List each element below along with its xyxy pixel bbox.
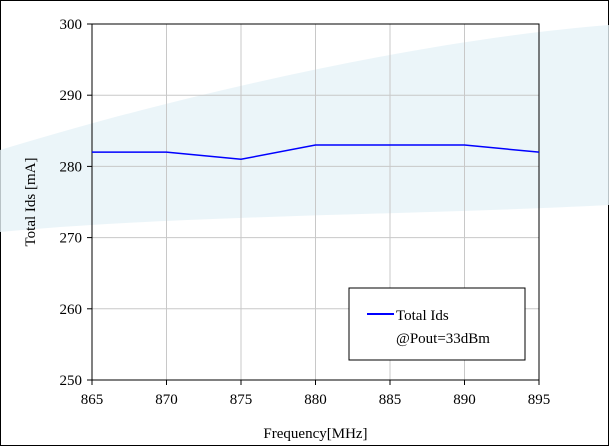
x-tick-label-895: 895 — [528, 392, 551, 408]
y-tick-label-290: 290 — [60, 88, 83, 104]
y-tick-label-280: 280 — [60, 159, 83, 175]
y-axis-title: Total Ids [mA] — [23, 158, 39, 247]
legend-note: @Pout=33dBm — [396, 331, 490, 347]
y-tick-label-260: 260 — [60, 302, 83, 318]
legend: Total Ids @Pout=33dBm — [349, 288, 525, 360]
y-tick-label-300: 300 — [60, 17, 83, 33]
x-tick-label-865: 865 — [81, 392, 104, 408]
x-tick-label-880: 880 — [304, 392, 327, 408]
x-axis-title: Frequency[MHz] — [263, 426, 367, 442]
legend-label: Total Ids — [396, 308, 449, 324]
x-tick-label-870: 870 — [155, 392, 178, 408]
legend-box — [349, 288, 525, 360]
y-tick-label-250: 250 — [60, 373, 83, 389]
y-tick-label-270: 270 — [60, 231, 83, 247]
x-tick-label-890: 890 — [453, 392, 476, 408]
x-tick-label-875: 875 — [230, 392, 253, 408]
x-tick-label-885: 885 — [379, 392, 402, 408]
